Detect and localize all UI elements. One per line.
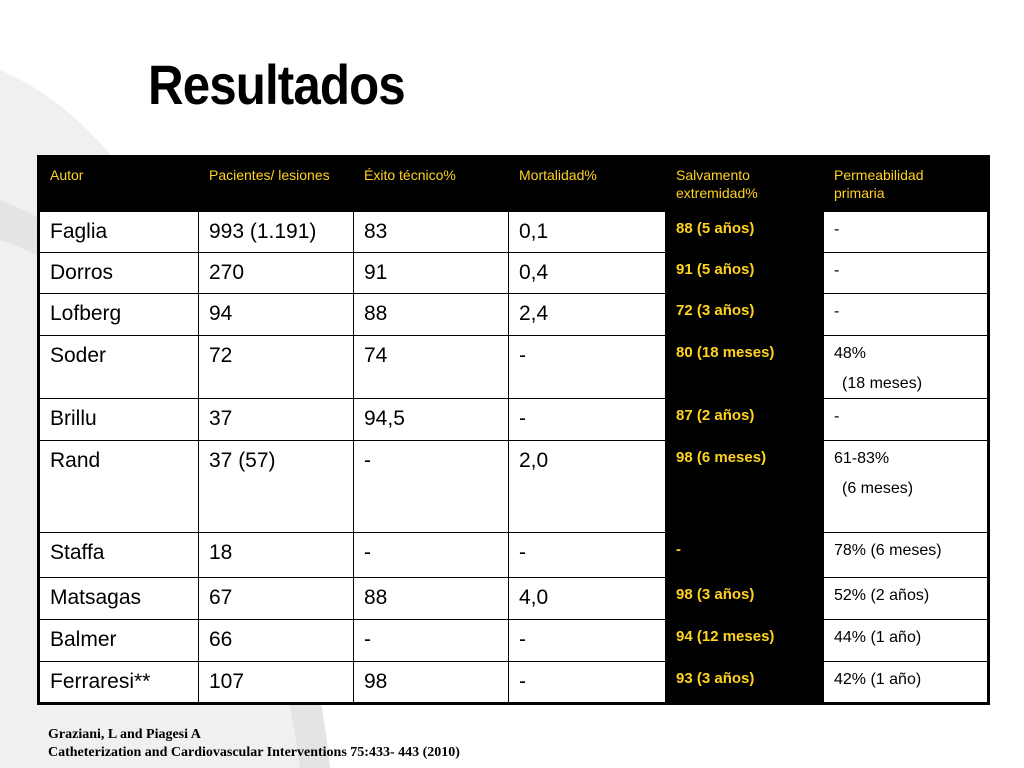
cell-pacientes: 270: [198, 252, 354, 294]
cell-pacientes: 66: [198, 619, 354, 662]
cell-autor: Matsagas: [38, 577, 199, 620]
cell-mortalidad: 2,4: [508, 293, 666, 336]
cell-mortalidad: -: [508, 619, 666, 662]
cell-autor: Faglia: [38, 211, 199, 253]
cell-salvamento: 93 (3 años): [665, 661, 824, 704]
table-row: Staffa 18 - - - 78% (6 meses): [38, 532, 989, 578]
cell-exito: -: [353, 440, 509, 533]
header-autor: Autor: [38, 156, 199, 212]
header-permeabilidad: Permeabilidad primaria: [823, 156, 989, 212]
cell-exito: 83: [353, 211, 509, 253]
cell-autor: Balmer: [38, 619, 199, 662]
table-row: Brillu 37 94,5 - 87 (2 años) -: [38, 398, 989, 441]
citation: Graziani, L and Piagesi A Catheterizatio…: [48, 726, 460, 762]
cell-autor: Staffa: [38, 532, 199, 578]
cell-permeabilidad: 78% (6 meses): [823, 532, 989, 578]
permeabilidad-value: 52% (2 años): [834, 587, 930, 604]
cell-permeabilidad: 61-83% (6 meses): [823, 440, 989, 533]
cell-salvamento: 98 (3 años): [665, 577, 824, 620]
cell-salvamento: -: [665, 532, 824, 578]
cell-mortalidad: -: [508, 335, 666, 399]
table-row: Matsagas 67 88 4,0 98 (3 años) 52% (2 añ…: [38, 577, 989, 620]
header-exito: Éxito técnico%: [353, 156, 509, 212]
cell-exito: 88: [353, 293, 509, 336]
table-row: Soder 72 74 - 80 (18 meses) 48% (18 meses…: [38, 335, 989, 399]
cell-pacientes: 107: [198, 661, 354, 704]
cell-pacientes: 993 (1.191): [198, 211, 354, 253]
table-row: Balmer 66 - - 94 (12 meses) 44% (1 año): [38, 619, 989, 662]
cell-permeabilidad: 44% (1 año): [823, 619, 989, 662]
cell-autor: Soder: [38, 335, 199, 399]
cell-pacientes: 67: [198, 577, 354, 620]
table-row: Ferraresi** 107 98 - 93 (3 años) 42% (1 …: [38, 661, 989, 704]
permeabilidad-value: -: [834, 221, 840, 238]
cell-pacientes: 94: [198, 293, 354, 336]
citation-authors: Graziani, L and Piagesi A: [48, 727, 201, 742]
cell-mortalidad: 0,1: [508, 211, 666, 253]
cell-autor: Dorros: [38, 252, 199, 294]
cell-salvamento: 91 (5 años): [665, 252, 824, 294]
cell-autor: Rand: [38, 440, 199, 533]
table-row: Dorros 270 91 0,4 91 (5 años) -: [38, 252, 989, 294]
cell-exito: 74: [353, 335, 509, 399]
header-mortalidad: Mortalidad%: [508, 156, 666, 212]
permeabilidad-value: -: [834, 262, 840, 279]
header-row: Autor Pacientes/ lesiones Éxito técnico%…: [38, 156, 989, 212]
cell-exito: -: [353, 619, 509, 662]
permeabilidad-value: 61-83%: [834, 450, 890, 467]
page-title: Resultados: [148, 53, 406, 116]
header-pacientes: Pacientes/ lesiones: [198, 156, 354, 212]
cell-permeabilidad: -: [823, 398, 989, 441]
cell-exito: 98: [353, 661, 509, 704]
permeabilidad-value: -: [834, 408, 840, 425]
cell-salvamento: 94 (12 meses): [665, 619, 824, 662]
cell-autor: Ferraresi**: [38, 661, 199, 704]
permeabilidad-period: (18 meses): [842, 375, 923, 392]
cell-salvamento: 87 (2 años): [665, 398, 824, 441]
table-row: Lofberg 94 88 2,4 72 (3 años) -: [38, 293, 989, 336]
cell-exito: 88: [353, 577, 509, 620]
cell-mortalidad: -: [508, 398, 666, 441]
permeabilidad-value: 78% (6 meses): [834, 542, 942, 559]
cell-mortalidad: 0,4: [508, 252, 666, 294]
permeabilidad-value: 42% (1 año): [834, 671, 922, 688]
cell-autor: Brillu: [38, 398, 199, 441]
table-row: Rand 37 (57) - 2,0 98 (6 meses) 61-83% (6…: [38, 440, 989, 533]
cell-salvamento: 72 (3 años): [665, 293, 824, 336]
cell-pacientes: 37: [198, 398, 354, 441]
cell-mortalidad: -: [508, 661, 666, 704]
cell-exito: 91: [353, 252, 509, 294]
citation-journal: Catheterization and Cardiovascular Inter…: [48, 745, 460, 760]
cell-pacientes: 37 (57): [198, 440, 354, 533]
cell-autor: Lofberg: [38, 293, 199, 336]
cell-permeabilidad: -: [823, 293, 989, 336]
cell-permeabilidad: 42% (1 año): [823, 661, 989, 704]
permeabilidad-value: -: [834, 303, 840, 320]
cell-permeabilidad: 52% (2 años): [823, 577, 989, 620]
cell-permeabilidad: -: [823, 252, 989, 294]
results-table: Autor Pacientes/ lesiones Éxito técnico%…: [37, 155, 990, 705]
permeabilidad-value: 44% (1 año): [834, 629, 922, 646]
cell-permeabilidad: -: [823, 211, 989, 253]
cell-pacientes: 18: [198, 532, 354, 578]
table-row: Faglia 993 (1.191) 83 0,1 88 (5 años) -: [38, 211, 989, 253]
cell-pacientes: 72: [198, 335, 354, 399]
cell-mortalidad: 4,0: [508, 577, 666, 620]
cell-salvamento: 80 (18 meses): [665, 335, 824, 399]
cell-exito: 94,5: [353, 398, 509, 441]
cell-mortalidad: 2,0: [508, 440, 666, 533]
permeabilidad-value: 48%: [834, 345, 867, 362]
cell-exito: -: [353, 532, 509, 578]
permeabilidad-period: (6 meses): [842, 480, 914, 497]
cell-salvamento: 98 (6 meses): [665, 440, 824, 533]
header-salvamento: Salvamento extremidad%: [665, 156, 824, 212]
cell-mortalidad: -: [508, 532, 666, 578]
cell-permeabilidad: 48% (18 meses): [823, 335, 989, 399]
cell-salvamento: 88 (5 años): [665, 211, 824, 253]
